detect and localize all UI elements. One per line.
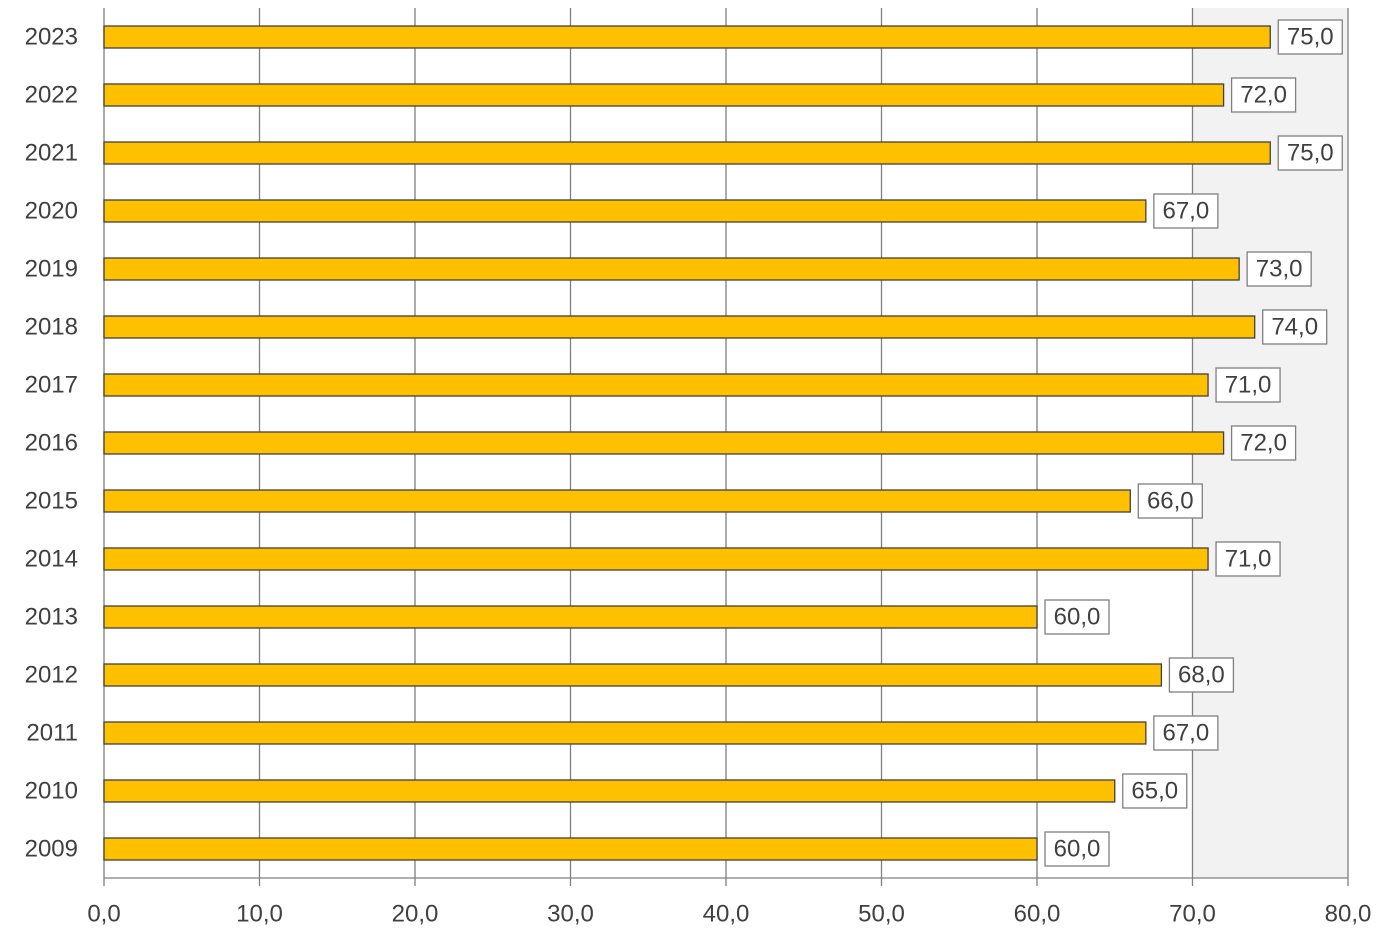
data-label: 72,0 <box>1240 81 1287 108</box>
y-tick-label: 2023 <box>25 23 78 50</box>
data-label-box <box>1277 19 1343 55</box>
data-label-box <box>1277 135 1343 171</box>
bar <box>103 373 1209 397</box>
data-label: 73,0 <box>1256 255 1303 282</box>
bar <box>103 315 1256 339</box>
data-label: 65,0 <box>1131 777 1178 804</box>
data-label-box <box>1230 77 1297 113</box>
y-tick-label: 2018 <box>25 313 78 340</box>
x-tick-label: 50,0 <box>858 900 905 927</box>
bar <box>103 489 1131 513</box>
y-tick-label: 2009 <box>25 835 78 862</box>
data-label: 71,0 <box>1225 371 1272 398</box>
data-label-box <box>1137 483 1203 519</box>
y-tick-label: 2017 <box>25 371 78 398</box>
data-label-box <box>1044 599 1110 635</box>
bar <box>103 779 1116 803</box>
x-tick-label: 0,0 <box>87 900 120 927</box>
bar <box>103 199 1147 223</box>
y-tick-label: 2010 <box>25 777 78 804</box>
bar <box>103 663 1163 687</box>
bar <box>103 83 1225 107</box>
x-tick-label: 20,0 <box>392 900 439 927</box>
data-label-box <box>1215 367 1281 403</box>
y-tick-label: 2015 <box>25 487 78 514</box>
x-tick-label: 40,0 <box>703 900 750 927</box>
data-label: 71,0 <box>1225 545 1272 572</box>
bar <box>103 721 1147 745</box>
y-tick-label: 2022 <box>25 81 78 108</box>
data-label-box <box>1230 425 1297 461</box>
x-tick-label: 30,0 <box>547 900 594 927</box>
data-label-box <box>1044 831 1110 867</box>
bar <box>103 547 1209 571</box>
y-tick-label: 2016 <box>25 429 78 456</box>
y-tick-label: 2013 <box>25 603 78 630</box>
bar <box>103 605 1038 629</box>
data-label: 75,0 <box>1287 23 1334 50</box>
x-tick-label: 60,0 <box>1014 900 1061 927</box>
x-tick-label: 80,0 <box>1325 900 1372 927</box>
data-label: 60,0 <box>1054 603 1101 630</box>
data-label: 75,0 <box>1287 139 1334 166</box>
bar <box>103 25 1271 49</box>
data-label-box <box>1153 193 1219 229</box>
data-label: 74,0 <box>1271 313 1318 340</box>
data-label-box <box>1122 773 1188 809</box>
bar <box>103 837 1038 861</box>
data-label-box <box>1168 657 1235 693</box>
y-tick-label: 2021 <box>25 139 78 166</box>
y-tick-label: 2019 <box>25 255 78 282</box>
data-label: 67,0 <box>1162 197 1209 224</box>
y-tick-label: 2020 <box>25 197 78 224</box>
y-tick-label: 2011 <box>26 719 78 746</box>
data-label: 72,0 <box>1240 429 1287 456</box>
data-label-box <box>1246 251 1312 287</box>
x-tick-label: 10,0 <box>236 900 283 927</box>
y-tick-label: 2012 <box>25 661 78 688</box>
y-tick-label: 2014 <box>25 545 78 572</box>
bar <box>103 431 1225 455</box>
data-label: 60,0 <box>1054 835 1101 862</box>
data-label: 66,0 <box>1147 487 1194 514</box>
x-tick-label: 70,0 <box>1169 900 1216 927</box>
data-label-box <box>1262 309 1328 345</box>
data-label-box <box>1215 541 1281 577</box>
bar <box>103 141 1271 165</box>
data-label: 67,0 <box>1162 719 1209 746</box>
data-label-box <box>1153 715 1219 751</box>
data-label: 68,0 <box>1178 661 1225 688</box>
bar <box>103 257 1240 281</box>
